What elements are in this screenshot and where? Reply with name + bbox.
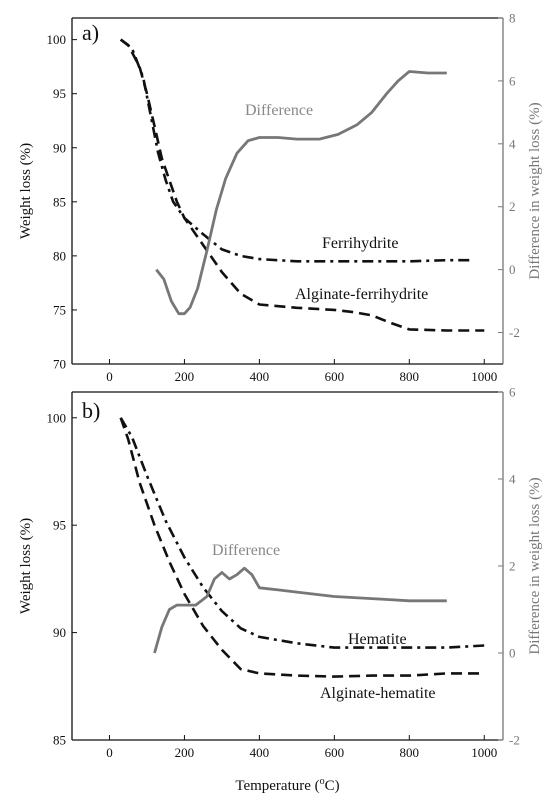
x-tick-label: 0 (106, 369, 113, 384)
series-line-alginate-ferrihydrite (119, 38, 485, 332)
y-axis-title: Weight loss (%) (18, 518, 34, 614)
y2-axis-title: Difference in weight loss (%) (527, 477, 543, 654)
x-tick-label: 200 (175, 745, 195, 760)
x-tick-label: 800 (400, 745, 420, 760)
y-axis-title: Weight loss (%) (18, 143, 34, 239)
y-tick-label: 100 (47, 410, 67, 425)
y-tick-label: 75 (53, 302, 66, 317)
y2-tick-label: 6 (509, 385, 516, 400)
series-line-difference (153, 566, 447, 654)
y-tick-label: 90 (53, 140, 66, 155)
series-label-alginate-hematite: Alginate-hematite (320, 685, 436, 702)
panel-label: a) (82, 20, 99, 45)
y2-tick-label: 2 (509, 559, 516, 574)
x-tick-label: 400 (250, 745, 270, 760)
y-tick-label: 100 (47, 32, 67, 47)
y2-tick-label: 4 (509, 472, 516, 487)
x-tick-label: 600 (325, 369, 345, 384)
panel-a: 0 200 400 600 800 1000 70 75 80 85 90 95 100 -2 0 2 4 6 8 W… (18, 11, 543, 385)
y2-tick-label: 8 (509, 11, 516, 26)
y2-tick-label: -2 (509, 325, 520, 340)
x-tick-label: 600 (325, 745, 345, 760)
series-line-difference (155, 70, 447, 316)
series-label-hematite: Hematite (348, 631, 407, 648)
x-tick-label: 0 (106, 745, 113, 760)
y2-tick-label: 0 (509, 646, 516, 661)
x-tick-label: 400 (250, 369, 270, 384)
series-label-ferrihydrite: Ferrihydrite (322, 235, 398, 252)
panel-b: 0 200 400 600 800 1000 85 90 95 100 -2 0 2 4 6 Weight l… (18, 385, 543, 761)
y2-tick-label: 2 (509, 199, 516, 214)
series-line-alginate-hematite (119, 417, 485, 678)
y2-tick-label: -2 (509, 733, 520, 748)
y-tick-label: 85 (53, 733, 66, 748)
y2-axis-title: Difference in weight loss (%) (527, 102, 543, 279)
y-tick-label: 95 (53, 86, 66, 101)
x-tick-label: 1000 (471, 369, 497, 384)
series-label-difference: Difference (212, 542, 280, 559)
y-tick-label: 80 (53, 248, 66, 263)
y-tick-label: 90 (53, 625, 66, 640)
y2-tick-label: 6 (509, 73, 516, 88)
x-tick-label: 1000 (471, 745, 497, 760)
x-tick-label: 200 (175, 369, 195, 384)
y-tick-label: 70 (53, 357, 66, 372)
y-tick-label: 85 (53, 194, 66, 209)
series-label-alginate-ferrihydrite: Alginate-ferrihydrite (295, 286, 428, 303)
y-tick-label: 95 (53, 518, 66, 533)
y2-tick-label: 0 (509, 262, 516, 277)
x-axis-title: Temperature (oC) (235, 776, 339, 794)
y2-tick-label: 4 (509, 136, 516, 151)
x-tick-label: 800 (400, 369, 420, 384)
series-label-difference: Difference (245, 102, 313, 119)
panel-label: b) (82, 398, 100, 423)
series-line-hematite (119, 417, 485, 649)
